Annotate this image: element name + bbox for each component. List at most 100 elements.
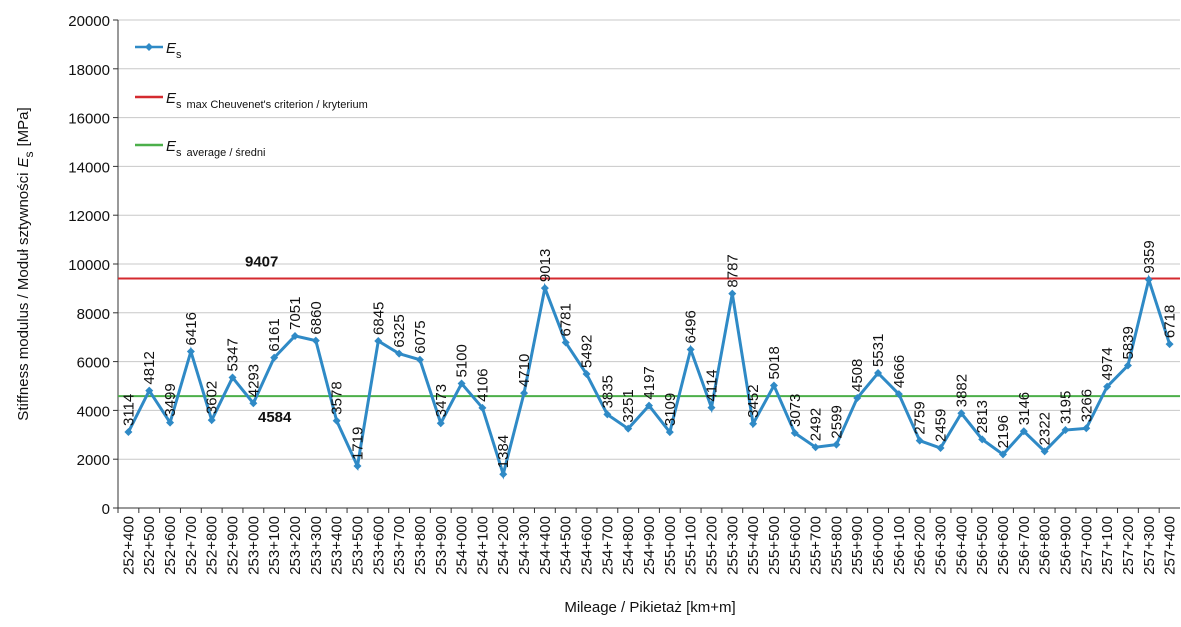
data-label: 6845 <box>370 302 387 335</box>
x-tick-label: 256+400 <box>953 516 970 575</box>
x-tick-label: 255+000 <box>662 516 679 575</box>
x-tick-label: 255+700 <box>808 516 825 575</box>
data-label: 2599 <box>828 405 845 438</box>
y-tick-label: 14000 <box>68 159 110 176</box>
data-label: 1384 <box>495 435 512 468</box>
point-marker <box>665 428 674 437</box>
y-tick-label: 18000 <box>68 62 110 79</box>
x-tick-label: 254+100 <box>474 516 491 575</box>
point-marker <box>645 401 653 410</box>
data-label: 2459 <box>933 409 950 442</box>
x-tick-label: 256+100 <box>891 516 908 575</box>
x-tick-label: 256+700 <box>1016 516 1033 575</box>
y-axis-title: Stiffness modulus / Moduł sztywności Es [M… <box>15 107 36 420</box>
point-marker <box>124 428 133 437</box>
data-label: 5018 <box>766 346 783 379</box>
data-label: 6781 <box>558 303 575 336</box>
x-tick-label: 254+700 <box>599 516 616 575</box>
x-tick-label: 253+800 <box>412 516 429 575</box>
y-tick-label: 20000 <box>68 13 110 30</box>
data-label: 5492 <box>579 335 596 368</box>
point-marker <box>395 349 404 358</box>
data-label: 5531 <box>870 334 887 367</box>
x-tick-label: 254+000 <box>454 516 471 575</box>
legend-label: Es average / średni <box>166 138 265 159</box>
x-tick-label: 253+000 <box>245 516 262 575</box>
point-marker <box>769 381 778 390</box>
x-axis-title: Mileage / Pikietaż [km+m] <box>564 599 735 616</box>
point-marker <box>624 424 633 433</box>
point-marker <box>332 416 341 425</box>
data-label: 5839 <box>1120 326 1137 359</box>
x-tick-label: 253+400 <box>329 516 346 575</box>
point-marker <box>707 403 716 412</box>
data-label: 6860 <box>308 301 325 334</box>
legend-label: Es <box>166 40 182 61</box>
data-label: 3251 <box>620 389 637 422</box>
point-marker <box>249 399 258 408</box>
legend-note: max Cheuvenet's criterion / kryterium <box>187 99 368 111</box>
point-marker <box>1144 275 1153 284</box>
x-tick-label: 257+200 <box>1120 516 1137 575</box>
x-tick-label: 256+000 <box>870 516 887 575</box>
point-marker <box>145 386 154 395</box>
data-label: 6075 <box>412 320 429 353</box>
point-marker <box>811 443 820 452</box>
x-tick-label: 252+400 <box>120 516 137 575</box>
point-marker <box>353 462 362 471</box>
data-label: 6161 <box>266 318 283 351</box>
y-tick-label: 10000 <box>68 257 110 274</box>
x-tick-label: 255+800 <box>828 516 845 575</box>
legend-note: average / średni <box>187 147 266 159</box>
data-label: 6718 <box>1162 305 1179 338</box>
point-marker <box>1082 424 1091 433</box>
point-marker <box>894 390 903 399</box>
x-tick-label: 254+400 <box>537 516 554 575</box>
x-tick-label: 254+300 <box>516 516 533 575</box>
x-tick-label: 254+500 <box>558 516 575 575</box>
data-label: 2813 <box>974 400 991 433</box>
data-label: 3602 <box>204 381 221 414</box>
y-tick-label: 4000 <box>77 403 110 420</box>
data-label: 9359 <box>1141 240 1158 273</box>
legend-symbol: E <box>166 138 177 155</box>
point-marker <box>311 336 320 345</box>
y-tick-label: 6000 <box>77 355 110 372</box>
legend-label: Es max Cheuvenet's criterion / kryterium <box>166 90 368 111</box>
data-label: 2492 <box>808 408 825 441</box>
x-tick-label: 254+200 <box>495 516 512 575</box>
point-marker <box>520 389 529 398</box>
data-label: 9013 <box>537 249 554 282</box>
data-label: 6325 <box>391 314 408 347</box>
point-marker <box>1040 447 1049 456</box>
x-tick-label: 255+400 <box>745 516 762 575</box>
data-label: 4666 <box>891 355 908 388</box>
point-marker <box>978 435 987 444</box>
x-tick-label: 253+700 <box>391 516 408 575</box>
x-tick-label: 255+500 <box>766 516 783 575</box>
legend-sub: s <box>176 99 182 111</box>
x-tick-label: 256+500 <box>974 516 991 575</box>
legend-symbol: E <box>166 90 177 107</box>
point-marker <box>1061 426 1070 435</box>
x-tick-label: 253+600 <box>370 516 387 575</box>
x-tick-label: 253+900 <box>433 516 450 575</box>
point-marker <box>603 410 612 419</box>
y-tick-label: 0 <box>102 501 110 518</box>
data-label: 4508 <box>849 359 866 392</box>
point-marker <box>874 369 883 378</box>
data-label: 3835 <box>599 375 616 408</box>
x-tick-label: 252+500 <box>141 516 158 575</box>
point-marker <box>415 355 424 364</box>
point-marker <box>853 394 862 403</box>
data-label: 3109 <box>662 393 679 426</box>
x-tick-label: 257+300 <box>1141 516 1158 575</box>
data-label: 6496 <box>683 310 700 343</box>
point-marker <box>1165 340 1174 349</box>
x-tick-label: 252+900 <box>225 516 242 575</box>
x-tick-label: 253+300 <box>308 516 325 575</box>
point-marker <box>1123 361 1132 370</box>
y-tick-label: 12000 <box>68 208 110 225</box>
data-label: 4710 <box>516 354 533 387</box>
y-tick-label: 16000 <box>68 111 110 128</box>
